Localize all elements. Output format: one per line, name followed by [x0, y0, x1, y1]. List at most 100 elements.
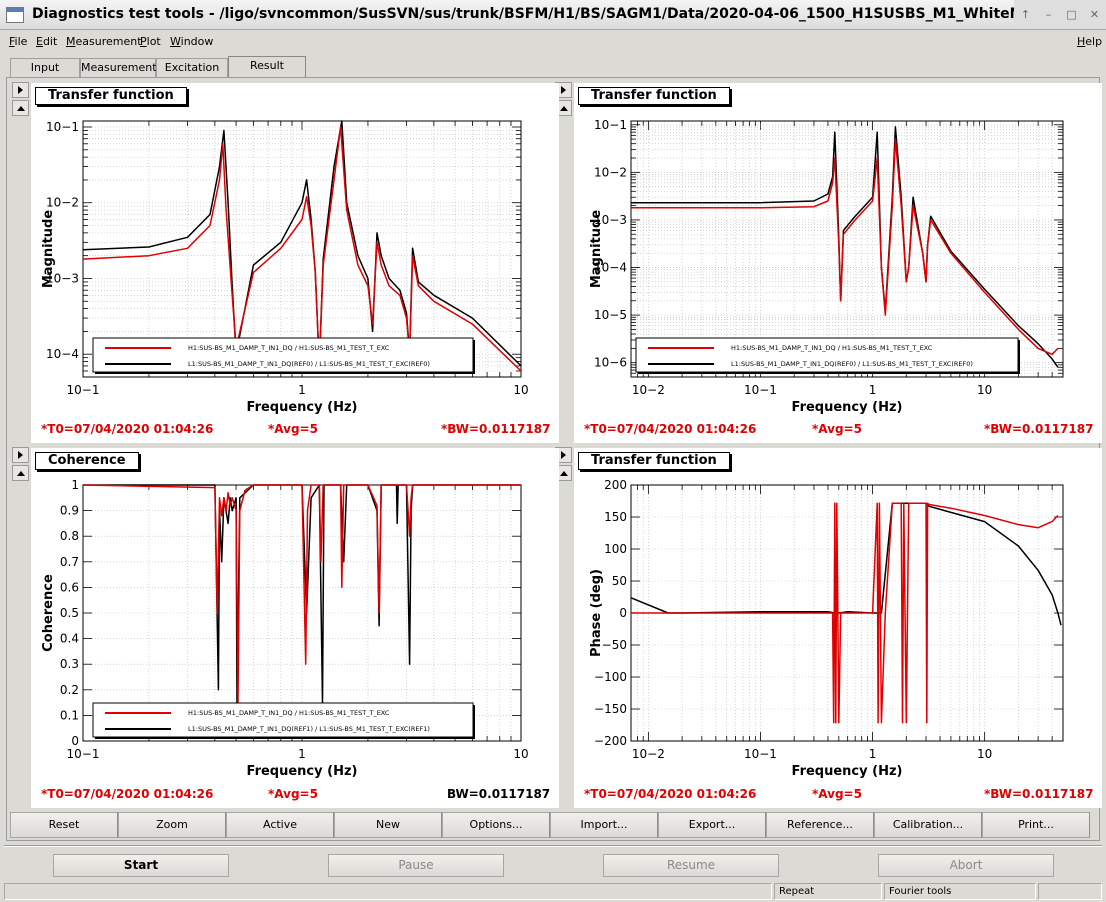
- y-tick-label: 0.3: [60, 657, 79, 671]
- menu-measurement[interactable]: Measurement: [66, 35, 142, 48]
- triangle-up-icon: [17, 106, 25, 111]
- series-line: [631, 138, 1059, 356]
- export-button[interactable]: Export...: [658, 812, 766, 838]
- menu-window[interactable]: Window: [170, 35, 214, 48]
- close-icon[interactable]: ✕: [1089, 8, 1100, 21]
- stat-t0: *T0=07/04/2020 01:04:26: [41, 787, 214, 801]
- y-tick-label: 0.4: [60, 632, 79, 646]
- y-tick-label: 0.7: [60, 555, 79, 569]
- plot-canvas[interactable]: 10−1 1 10 10−1 10−2 10−3 10−4 Frequency (Hz) Mag…: [31, 83, 559, 443]
- triangle-right-icon: [561, 451, 566, 459]
- x-tick-label: 1: [869, 383, 877, 397]
- x-tick-label: 10: [513, 747, 528, 761]
- y-tick-label: 150: [604, 510, 627, 524]
- reset-button[interactable]: Reset: [10, 812, 118, 838]
- y-axis-label: Magnitude: [41, 210, 56, 289]
- abort-button[interactable]: Abort: [878, 854, 1054, 877]
- y-tick-label: 10−2: [46, 196, 79, 210]
- stat-avg: *Avg=5: [268, 422, 318, 436]
- plot-panel-coherence[interactable]: 10−1 1 10 1 0.9 0.8 0.7 0.6 0.5 0.4 0.3 0.2 0.1 0 Freq…: [31, 448, 559, 808]
- stat-bw: *BW=0.0117187: [984, 787, 1094, 801]
- status-field-main: [4, 883, 772, 900]
- menu-bar: File Edit Measurement Plot Window Help: [0, 31, 1106, 53]
- tab-excitation[interactable]: Excitation: [156, 58, 228, 78]
- legend-label: H1:SUS-BS_M1_DAMP_T_IN1_DQ / H1:SUS-BS_M…: [188, 709, 390, 717]
- y-tick-label: 10−1: [46, 120, 79, 134]
- menu-file[interactable]: File: [9, 35, 28, 48]
- resume-button[interactable]: Resume: [603, 854, 779, 877]
- stat-avg: *Avg=5: [812, 787, 862, 801]
- menu-plot[interactable]: Plot: [140, 35, 161, 48]
- series-line: [631, 126, 1059, 368]
- series-line: [630, 502, 1062, 626]
- zoom-button[interactable]: Zoom: [118, 812, 226, 838]
- series-line: [82, 484, 521, 704]
- panel-3-side-controls: [12, 447, 30, 483]
- plot-canvas[interactable]: 10−2 10−1 1 10 10−1 10−2 10−3 10−4 10−5 10−6 Frequ…: [574, 83, 1102, 443]
- y-tick-label: 0.6: [60, 580, 79, 594]
- pause-button[interactable]: Pause: [328, 854, 504, 877]
- panel-title: Transfer function: [35, 87, 187, 105]
- y-tick-label: 0.9: [60, 504, 79, 518]
- y-tick-label: 0.5: [60, 606, 79, 620]
- legend-box: [92, 337, 474, 373]
- triangle-up-icon: [560, 106, 568, 111]
- tab-result[interactable]: Result: [228, 56, 306, 78]
- legend-box: [635, 337, 1019, 373]
- minimize-icon[interactable]: –: [1045, 8, 1052, 21]
- panel-title: Transfer function: [578, 87, 730, 105]
- tab-measurement[interactable]: Measurement: [80, 58, 157, 78]
- y-axis-label: Phase (deg): [589, 569, 604, 657]
- stat-bw: *BW=0.0117187: [984, 422, 1094, 436]
- plot-panel-transfer-magnitude-1[interactable]: 10−1 1 10 10−1 10−2 10−3 10−4 Frequency (Hz) Mag…: [31, 83, 559, 443]
- plot-canvas[interactable]: 10−1 1 10 1 0.9 0.8 0.7 0.6 0.5 0.4 0.3 0.2 0.1 0 Freq…: [31, 448, 559, 808]
- title-bar: Diagnostics test tools - /ligo/svncommon…: [0, 0, 1106, 30]
- start-button[interactable]: Start: [53, 854, 229, 877]
- x-tick-label: 10−1: [744, 747, 777, 761]
- x-tick-label: 10: [977, 383, 992, 397]
- legend-label: H1:SUS-BS_M1_DAMP_T_IN1_DQ / H1:SUS-BS_M…: [188, 344, 390, 352]
- options-button[interactable]: Options...: [442, 812, 550, 838]
- plot-panel-transfer-magnitude-2[interactable]: 10−2 10−1 1 10 10−1 10−2 10−3 10−4 10−5 10−6 Frequ…: [574, 83, 1102, 443]
- y-tick-label: 0.2: [60, 683, 79, 697]
- plot-canvas[interactable]: 10−2 10−1 1 10 200 150 100 50 0 −50 −100 −150 −200 Fr…: [574, 448, 1102, 808]
- shade-icon[interactable]: ↑: [1020, 8, 1031, 21]
- panel-1-side-controls: [12, 82, 30, 118]
- triangle-up-icon: [17, 471, 25, 476]
- stat-bw: BW=0.0117187: [447, 787, 551, 801]
- stat-t0: *T0=07/04/2020 01:04:26: [41, 422, 214, 436]
- y-tick-label: −100: [594, 670, 627, 684]
- stat-t0: *T0=07/04/2020 01:04:26: [584, 787, 757, 801]
- panel-title: Coherence: [35, 452, 139, 470]
- x-tick-label: 1: [869, 747, 877, 761]
- menu-edit[interactable]: Edit: [36, 35, 58, 48]
- new-button[interactable]: New: [334, 812, 442, 838]
- active-button[interactable]: Active: [226, 812, 334, 838]
- series-line: [631, 502, 1059, 724]
- x-axis-label: Frequency (Hz): [247, 764, 358, 779]
- plot-panel-transfer-phase[interactable]: 10−2 10−1 1 10 200 150 100 50 0 −50 −100 −150 −200 Fr…: [574, 448, 1102, 808]
- maximize-icon[interactable]: □: [1066, 8, 1077, 21]
- plot-frame: [630, 120, 1064, 378]
- y-tick-label: 10−5: [594, 308, 627, 322]
- panel-1-expand-button[interactable]: [12, 82, 29, 98]
- tab-input[interactable]: Input: [10, 58, 80, 78]
- y-tick-label: 0.8: [60, 529, 79, 543]
- action-bar: Reset Zoom Active New Options... Import.…: [10, 812, 1090, 838]
- panel-3-expand-button[interactable]: [12, 447, 29, 463]
- panel-1-up-button[interactable]: [12, 100, 29, 116]
- y-tick-label: 10−2: [594, 165, 627, 179]
- calibration-button[interactable]: Calibration...: [874, 812, 982, 838]
- y-tick-label: 100: [604, 542, 627, 556]
- panel-3-up-button[interactable]: [12, 465, 29, 481]
- import-button[interactable]: Import...: [550, 812, 658, 838]
- legend-label: L1:SUS-BS_M1_DAMP_T_IN1_DQ(REF0) / L1:SU…: [731, 360, 973, 368]
- y-tick-label: −50: [602, 638, 627, 652]
- reference-button[interactable]: Reference...: [766, 812, 874, 838]
- print-button[interactable]: Print...: [982, 812, 1090, 838]
- menu-help[interactable]: Help: [1077, 35, 1103, 48]
- legend-label: H1:SUS-BS_M1_DAMP_T_IN1_DQ / H1:SUS-BS_M…: [731, 344, 933, 352]
- y-tick-label: 1: [71, 478, 79, 492]
- y-tick-label: 0.1: [60, 708, 79, 722]
- panel-4-side-controls: [555, 447, 573, 483]
